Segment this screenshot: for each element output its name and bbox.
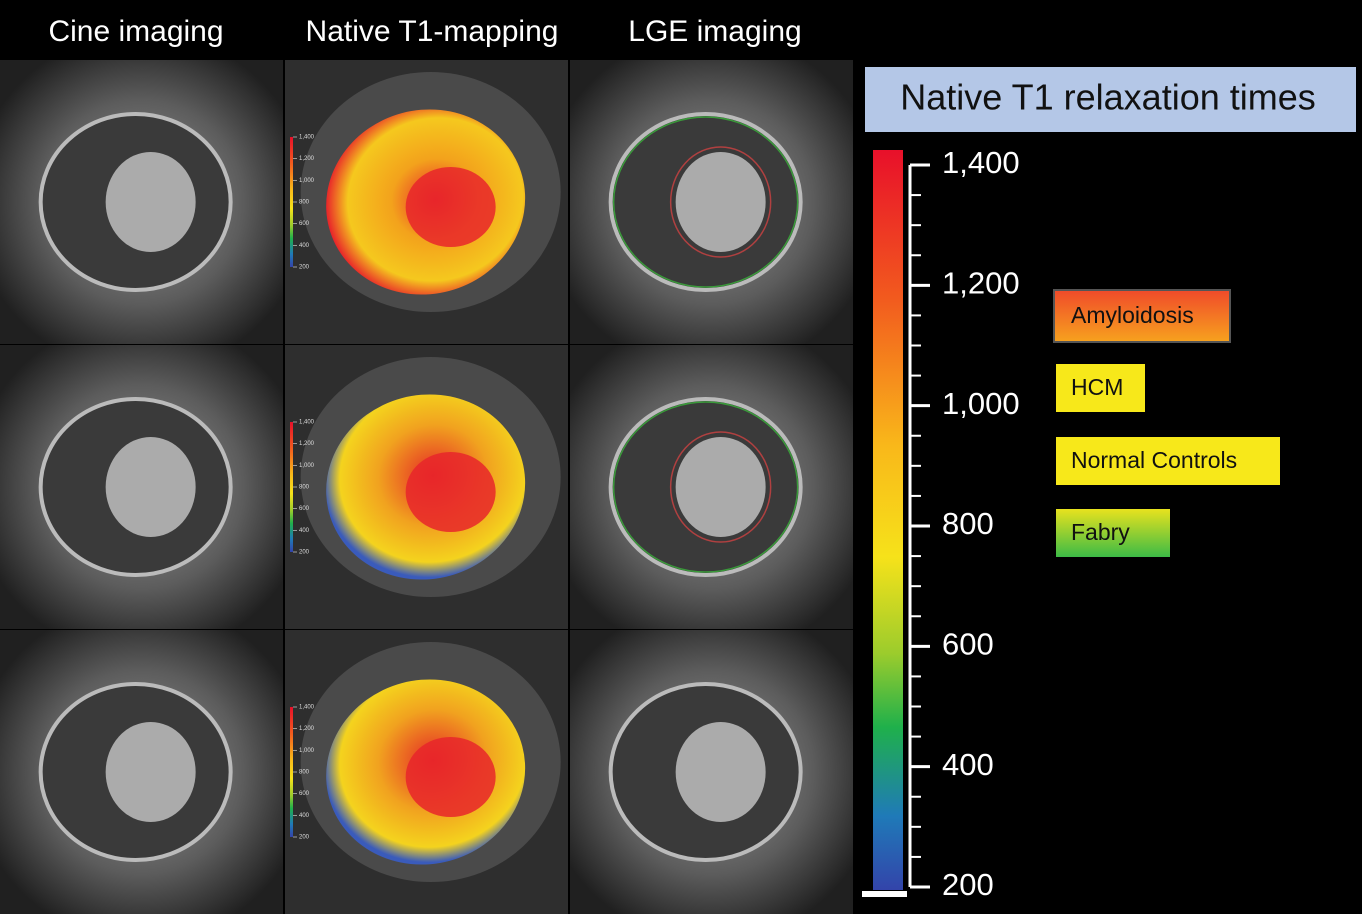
- mini-tick-label: 800: [299, 770, 310, 776]
- mini-tick-label: 200: [299, 265, 310, 271]
- mini-tick-label: 1,000: [299, 463, 315, 469]
- image-panel: 200 400 600 800 1,000 1,200 1,400: [285, 345, 568, 629]
- blood-pool: [105, 437, 196, 537]
- legend-box: [1053, 289, 1231, 343]
- legend-box: [1056, 509, 1170, 557]
- mini-tick-label: 1,400: [299, 420, 315, 426]
- mini-colorbar: [290, 707, 293, 837]
- column-title: Cine imaging: [48, 15, 223, 48]
- lge-contour: [612, 116, 799, 288]
- blood-pool: [675, 722, 766, 822]
- blood-pool: [675, 437, 766, 537]
- mini-tick-label: 1,000: [299, 748, 315, 754]
- image-panel: [0, 345, 283, 629]
- mini-tick-label: 1,200: [299, 441, 315, 447]
- mini-colorbar: [290, 422, 293, 552]
- image-panel: [570, 345, 853, 629]
- lge-contour: [669, 431, 772, 543]
- mini-tick-label: 1,000: [299, 178, 315, 184]
- mini-colorbar: [290, 137, 293, 267]
- tick-label: 1,200: [942, 266, 1020, 301]
- legend-box: [1056, 364, 1145, 412]
- image-grid: 200 400 600 800 1,000 1,200 1,400 200 400 600 800 1…: [0, 60, 853, 914]
- image-panel: 200 400 600 800 1,000 1,200 1,400: [285, 630, 568, 914]
- tick-label: 800: [942, 506, 994, 541]
- image-panel: [570, 630, 853, 914]
- mini-tick-label: 600: [299, 791, 310, 797]
- mini-tick-label: 1,200: [299, 726, 315, 732]
- t1-blood-pool: [405, 167, 496, 247]
- blood-pool: [105, 152, 196, 252]
- t1-blood-pool: [405, 452, 496, 532]
- image-panel: [570, 60, 853, 344]
- colorbar: [873, 150, 903, 890]
- legend-box: [1056, 437, 1280, 485]
- mini-tick-label: 400: [299, 813, 310, 819]
- mini-tick-label: 800: [299, 200, 310, 206]
- tick-label: 1,000: [942, 386, 1020, 421]
- mini-tick-label: 1,400: [299, 135, 315, 141]
- mini-tick-label: 400: [299, 243, 310, 249]
- tick-label: 1,400: [942, 145, 1020, 180]
- tick-label: 600: [942, 627, 994, 662]
- mini-tick-label: 400: [299, 528, 310, 534]
- mini-tick-label: 200: [299, 835, 310, 841]
- colorbar-base: [862, 891, 907, 897]
- image-panel: [0, 630, 283, 914]
- mini-tick-label: 200: [299, 550, 310, 556]
- tick-label: 400: [942, 747, 994, 782]
- legend-label: HCM: [1071, 374, 1123, 400]
- scale-title: Native T1 relaxation times: [900, 77, 1316, 118]
- blood-pool: [105, 722, 196, 822]
- tick-label: 200: [942, 867, 994, 902]
- mini-tick-label: 600: [299, 506, 310, 512]
- scale-ticks: 200 400 600 800 1,000 1,200 1,400: [910, 145, 1020, 902]
- column-title: Native T1-mapping: [306, 15, 559, 48]
- legend-label: Normal Controls: [1071, 447, 1237, 473]
- lge-contour: [669, 146, 772, 258]
- legend-label: Amyloidosis: [1071, 302, 1194, 328]
- mini-tick-label: 1,400: [299, 705, 315, 711]
- mini-tick-label: 800: [299, 485, 310, 491]
- image-panel: 200 400 600 800 1,000 1,200 1,400: [285, 60, 568, 344]
- mini-tick-label: 600: [299, 221, 310, 227]
- column-title: LGE imaging: [628, 15, 801, 48]
- legend-label: Fabry: [1071, 519, 1130, 545]
- mini-tick-label: 1,200: [299, 156, 315, 162]
- lge-contour: [612, 401, 799, 573]
- scale-title-box: [865, 67, 1356, 132]
- t1-blood-pool: [405, 737, 496, 817]
- image-panel: [0, 60, 283, 344]
- blood-pool: [675, 152, 766, 252]
